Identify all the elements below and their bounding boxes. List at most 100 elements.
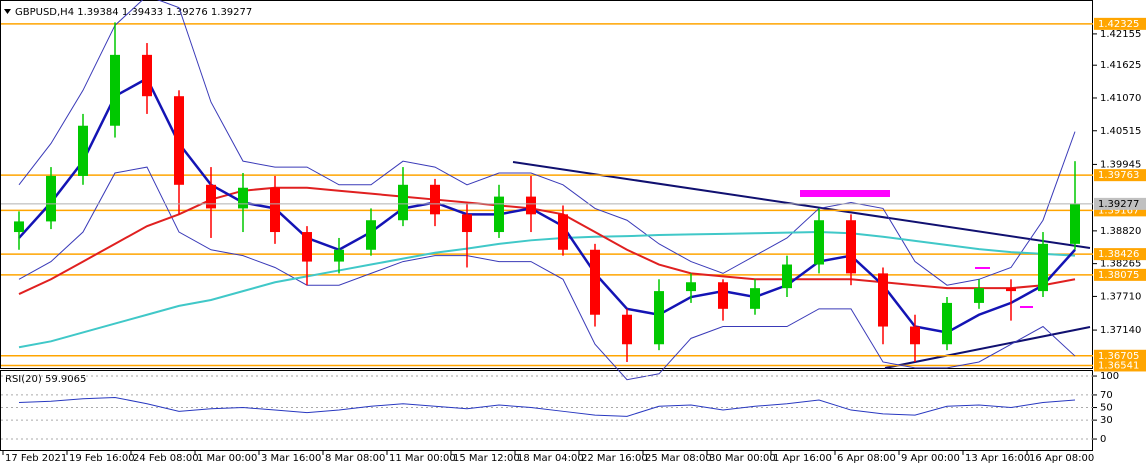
candle-body (590, 249, 600, 315)
candle-body (1038, 243, 1048, 292)
current-price-label: 1.39277 (1098, 199, 1139, 210)
x-tick-label: 6 Apr 08:00 (837, 453, 896, 464)
y-tick-label: 30 (1100, 415, 1113, 426)
indicator-line (18, 186, 1076, 295)
rsi-title: RSI(20) (5, 374, 42, 385)
level-tag (1094, 248, 1146, 261)
indicator-line (18, 231, 1076, 349)
candle-body (846, 220, 856, 274)
candle-body (686, 282, 696, 292)
candle-body (750, 288, 760, 309)
y-tick-label: 70 (1100, 390, 1113, 401)
y-tick-label: 50 (1100, 403, 1113, 414)
candle-body (878, 273, 888, 327)
y-tick-label: 1.42155 (1100, 29, 1141, 40)
rsi-line (18, 396, 1076, 417)
candle-body (110, 54, 120, 126)
x-tick-label: 30 Mar 00:00 (709, 453, 776, 464)
rsi-value: 59.9065 (45, 374, 86, 385)
collapse-arrow[interactable] (4, 9, 11, 14)
low-value: 1.39276 (166, 7, 207, 18)
x-tick-label: 25 Mar 08:00 (645, 453, 712, 464)
candle-body (654, 291, 664, 345)
candle-body (14, 221, 24, 233)
candle-body (526, 196, 536, 215)
level-label: 1.39167 (1098, 205, 1139, 216)
y-tick-label: 100 (1100, 371, 1119, 382)
x-tick-label: 13 Apr 16:00 (965, 453, 1030, 464)
candle-body (1006, 288, 1016, 292)
level-tag (1094, 359, 1146, 372)
level-label: 1.36541 (1098, 360, 1139, 371)
y-tick-label: 1.37710 (1100, 291, 1141, 302)
candle-body (622, 314, 632, 345)
candle-body (1070, 203, 1080, 244)
x-tick-label: 11 Mar 00:00 (389, 453, 456, 464)
high-value: 1.39433 (122, 7, 163, 18)
current-price-tag (1094, 197, 1146, 210)
open-value: 1.39384 (77, 7, 118, 18)
trendline (512, 161, 1091, 249)
level-tag (1094, 169, 1146, 182)
candle-body (718, 282, 728, 309)
x-tick-label: 24 Feb 08:00 (133, 453, 199, 464)
level-label: 1.39763 (1098, 170, 1139, 181)
y-tick-label: 1.39945 (1100, 159, 1141, 170)
candle-body (302, 232, 312, 262)
x-tick-label: 19 Feb 16:00 (69, 453, 135, 464)
x-tick-label: 3 Mar 16:00 (261, 453, 321, 464)
candle-body (238, 187, 248, 209)
indicator-line (18, 76, 1076, 334)
trendline (884, 326, 1091, 369)
y-tick-label: 1.41070 (1100, 93, 1141, 104)
x-tick-label: 8 Mar 08:00 (325, 453, 385, 464)
indicator-line (18, 0, 1076, 286)
candle-body (974, 288, 984, 303)
candle-body (782, 264, 792, 289)
rsi-header: RSI(20) 59.9065 (5, 374, 86, 385)
x-tick-label: 1 Apr 16:00 (773, 453, 832, 464)
x-tick-label: 22 Mar 16:00 (581, 453, 648, 464)
level-label: 1.42325 (1098, 19, 1139, 30)
chart-header: GBPUSD,H4 1.39384 1.39433 1.39276 1.3927… (15, 7, 252, 18)
candle-body (270, 187, 280, 233)
candle-body (46, 175, 56, 222)
candle-body (334, 249, 344, 262)
main-panel-border (0, 0, 1093, 369)
level-label: 1.36705 (1098, 351, 1139, 362)
level-label: 1.38075 (1098, 270, 1139, 281)
candle-body (174, 96, 184, 185)
y-tick-label: 1.37140 (1100, 325, 1141, 336)
candle-body (910, 326, 920, 345)
x-tick-label: 1 Mar 00:00 (197, 453, 257, 464)
x-tick-label: 17 Feb 2021 (5, 453, 67, 464)
rsi-panel-border (0, 370, 1093, 451)
level-tag (1094, 268, 1146, 281)
x-tick-label: 18 Mar 04:00 (517, 453, 584, 464)
y-tick-label: 0 (1100, 434, 1106, 445)
y-tick-label: 1.38265 (1100, 259, 1141, 270)
symbol: GBPUSD,H4 (15, 7, 74, 18)
candle-body (142, 54, 152, 97)
candle-body (206, 184, 216, 209)
candle-body (462, 214, 472, 233)
candle-body (814, 220, 824, 265)
y-tick-label: 1.41625 (1100, 60, 1141, 71)
level-label: 1.38426 (1098, 249, 1139, 260)
candle-body (430, 184, 440, 215)
y-tick-label: 1.38820 (1100, 226, 1141, 237)
candle-body (366, 220, 376, 250)
x-tick-label: 15 Mar 12:00 (453, 453, 520, 464)
y-tick-label: 1.40515 (1100, 126, 1141, 137)
level-tag (1094, 17, 1146, 30)
indicator-line (18, 166, 1076, 381)
zone-marker (800, 190, 890, 197)
candle-body (942, 302, 952, 345)
candle-body (558, 214, 568, 250)
x-tick-label: 16 Apr 08:00 (1029, 453, 1094, 464)
close-value: 1.39277 (211, 7, 252, 18)
candle-body (78, 125, 88, 176)
x-tick-label: 9 Apr 00:00 (901, 453, 960, 464)
candle-body (494, 196, 504, 233)
